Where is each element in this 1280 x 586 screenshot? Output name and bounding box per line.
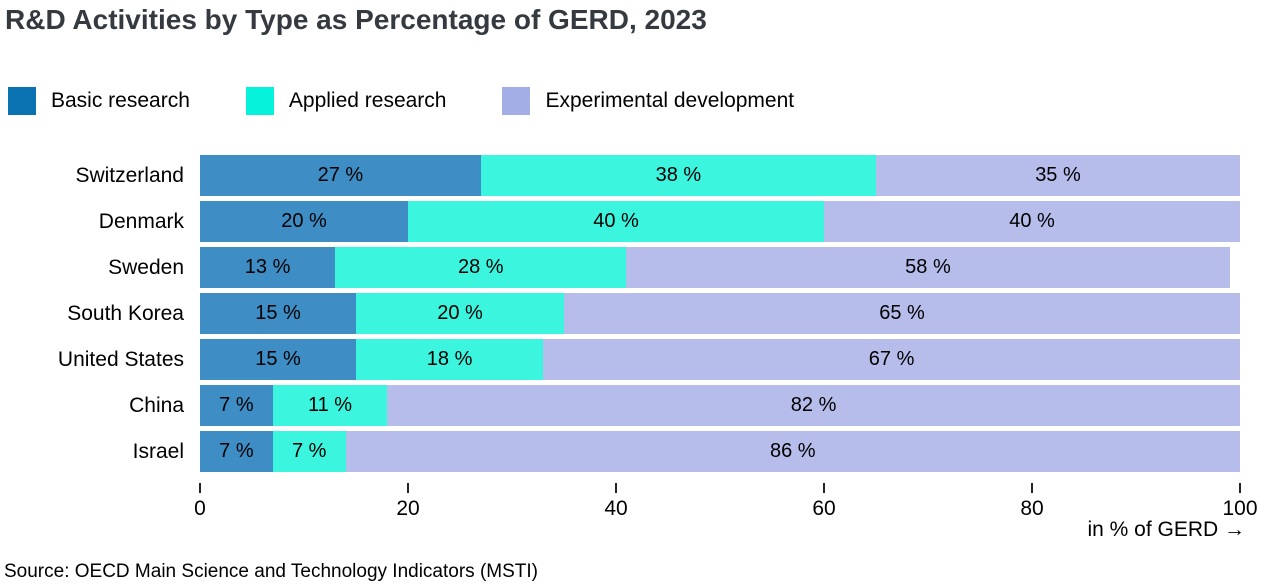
bar-value-label: 15 %	[255, 302, 301, 324]
bar-segment-experimental-development: 86 %	[345, 431, 1240, 472]
legend-label-experimental-development: Experimental development	[545, 89, 795, 112]
x-axis-tick	[615, 483, 617, 493]
category-label: Israel	[132, 440, 184, 463]
x-axis-tick-label: 40	[604, 497, 628, 520]
source-note: Source: OECD Main Science and Technology…	[4, 561, 538, 582]
stacked-bar-chart: Switzerland 27 % 38 % 35 % Denmark 20 % 40 % 40…	[0, 155, 1280, 477]
chart-row-china: China 7 % 11 % 82 %	[0, 385, 1280, 426]
bar-value-label: 7 %	[219, 440, 254, 462]
legend-swatch-basic-research	[8, 87, 36, 115]
x-axis-tick-label: 60	[812, 497, 836, 520]
x-axis-label: in % of GERD →	[1087, 518, 1245, 541]
legend-swatch-applied-research	[245, 87, 274, 115]
bar-stack: 7 % 7 % 86 %	[200, 431, 1240, 472]
category-label: Denmark	[98, 210, 184, 233]
bar-value-label: 18 %	[426, 348, 473, 370]
bar-stack: 15 % 18 % 67 %	[200, 339, 1240, 380]
legend-item-basic-research: Basic research	[8, 87, 190, 115]
bar-segment-basic-research: 20 %	[200, 201, 408, 242]
chart-row-sweden: Sweden 13 % 28 % 58 %	[0, 247, 1280, 288]
x-axis-tick	[199, 483, 201, 493]
legend-item-experimental-development: Experimental development	[502, 87, 794, 115]
bar-segment-applied-research: 28 %	[335, 247, 627, 288]
category-label: South Korea	[67, 302, 184, 325]
bar-segment-basic-research: 15 %	[200, 339, 356, 380]
chart-row-south-korea: South Korea 15 % 20 % 65 %	[0, 293, 1280, 334]
bar-segment-applied-research: 18 %	[356, 339, 544, 380]
x-axis-tick	[407, 483, 409, 493]
bar-segment-applied-research: 20 %	[356, 293, 564, 334]
bar-value-label: 38 %	[655, 164, 702, 186]
chart-row-switzerland: Switzerland 27 % 38 % 35 %	[0, 155, 1280, 196]
bar-segment-basic-research: 13 %	[200, 247, 336, 288]
bar-value-label: 20 %	[281, 210, 327, 232]
chart-row-israel: Israel 7 % 7 % 86 %	[0, 431, 1280, 472]
bar-segment-experimental-development: 65 %	[564, 293, 1240, 334]
bar-value-label: 82 %	[790, 394, 837, 416]
chart-title: R&D Activities by Type as Percentage of …	[5, 4, 707, 35]
bar-value-label: 20 %	[437, 302, 483, 324]
bar-value-label: 35 %	[1035, 164, 1081, 186]
bar-segment-applied-research: 11 %	[272, 385, 388, 426]
legend-label-applied-research: Applied research	[288, 89, 447, 112]
bar-segment-experimental-development: 58 %	[626, 247, 1230, 288]
legend: Basic research Applied research Experime…	[8, 87, 794, 115]
x-axis-tick	[1031, 483, 1033, 493]
bar-stack: 27 % 38 % 35 %	[200, 155, 1240, 196]
category-label: United States	[57, 348, 184, 371]
bar-segment-experimental-development: 35 %	[875, 155, 1240, 196]
chart-row-united-states: United States 15 % 18 % 67 %	[0, 339, 1280, 380]
bar-value-label: 86 %	[769, 440, 816, 462]
x-axis-tick-label: 20	[396, 497, 420, 520]
bar-value-label: 15 %	[255, 348, 301, 370]
bar-segment-basic-research: 15 %	[200, 293, 356, 334]
bar-value-label: 40 %	[1009, 210, 1055, 232]
bar-stack: 7 % 11 % 82 %	[200, 385, 1240, 426]
legend-item-applied-research: Applied research	[245, 87, 447, 115]
bar-value-label: 7 %	[291, 440, 327, 462]
bar-segment-basic-research: 27 %	[200, 155, 481, 196]
bar-segment-experimental-development: 82 %	[387, 385, 1240, 426]
bar-segment-applied-research: 7 %	[272, 431, 346, 472]
bar-value-label: 11 %	[307, 394, 353, 416]
bar-segment-basic-research: 7 %	[200, 431, 273, 472]
chart-row-denmark: Denmark 20 % 40 % 40 %	[0, 201, 1280, 242]
bar-value-label: 28 %	[457, 256, 504, 278]
bar-value-label: 7 %	[219, 394, 254, 416]
category-label: Switzerland	[75, 164, 184, 187]
bar-segment-basic-research: 7 %	[200, 385, 273, 426]
category-label: China	[129, 394, 184, 417]
bar-stack: 20 % 40 % 40 %	[200, 201, 1240, 242]
bar-value-label: 65 %	[879, 302, 925, 324]
bar-stack: 15 % 20 % 65 %	[200, 293, 1240, 334]
bar-value-label: 67 %	[868, 348, 915, 370]
x-axis-tick-label: 100	[1222, 497, 1258, 520]
bar-value-label: 13 %	[244, 256, 291, 278]
bar-value-label: 27 %	[317, 164, 364, 186]
x-axis-tick	[823, 483, 825, 493]
legend-label-basic-research: Basic research	[51, 89, 190, 112]
x-axis: 0 20 40 60 80 100	[194, 481, 1258, 526]
bar-segment-experimental-development: 40 %	[824, 201, 1240, 242]
bar-value-label: 58 %	[905, 256, 951, 278]
bar-value-label: 40 %	[593, 210, 639, 232]
bar-stack: 13 % 28 % 58 %	[200, 247, 1240, 288]
bar-segment-experimental-development: 67 %	[543, 339, 1240, 380]
x-axis-tick-label: 80	[1020, 497, 1044, 520]
category-label: Sweden	[108, 256, 184, 279]
x-axis-tick	[1239, 483, 1241, 493]
bar-segment-applied-research: 40 %	[408, 201, 824, 242]
x-axis-tick-label: 0	[194, 497, 206, 520]
legend-swatch-experimental-development	[502, 87, 531, 115]
bar-segment-applied-research: 38 %	[480, 155, 876, 196]
